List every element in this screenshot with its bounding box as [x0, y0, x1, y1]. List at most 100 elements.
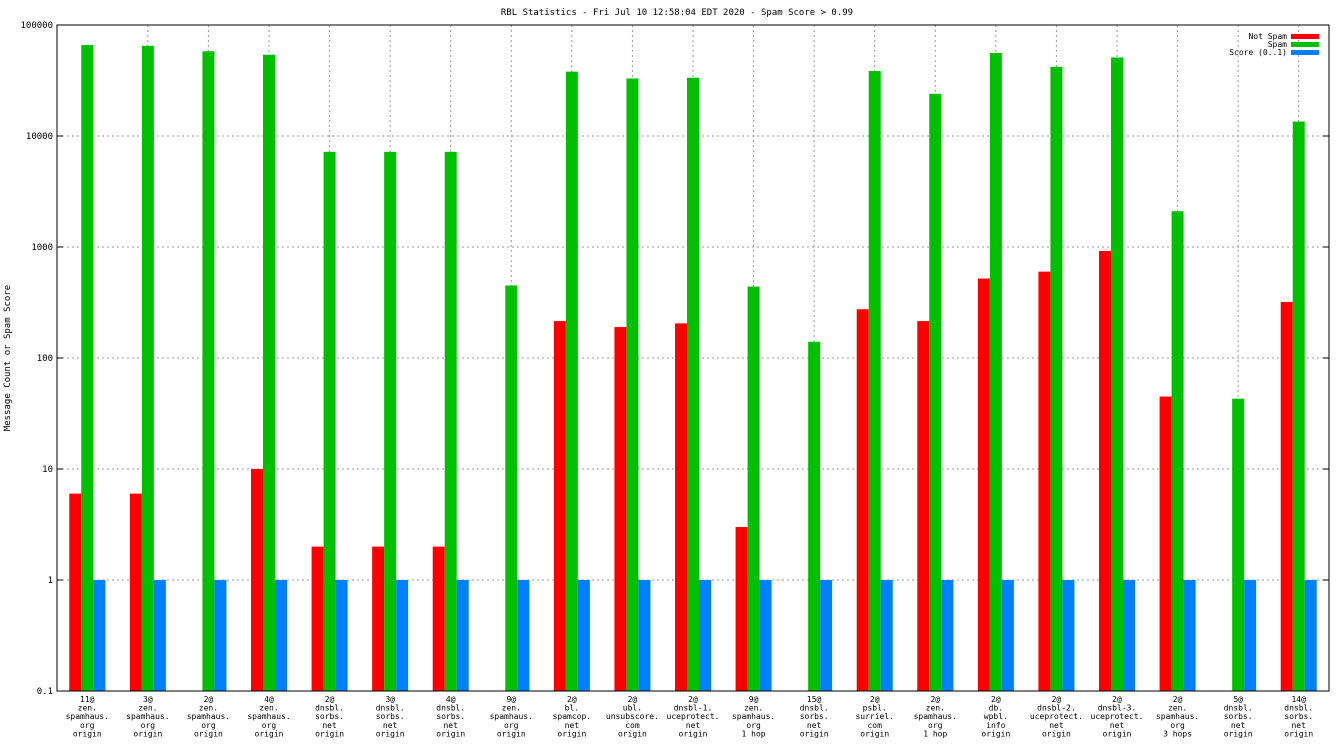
bar-spam [263, 54, 275, 692]
bar-not-spam [1280, 301, 1293, 691]
bar-not-spam [856, 309, 869, 691]
y-tick-label: 10 [42, 465, 53, 475]
bar-score-0-1 [880, 580, 893, 691]
x-tick-label: 11@ zen. spamhaus. org origin [66, 695, 109, 738]
x-tick-label: 2@ bl. spamcop. net origin [553, 695, 592, 738]
bar-score-0-1 [699, 580, 711, 691]
y-tick-label: 100 [37, 354, 53, 364]
bar-score-0-1 [396, 580, 409, 691]
x-tick-label: 2@ psbl. surriel. com origin [855, 695, 894, 738]
legend-label: Spam [1268, 40, 1287, 49]
x-tick-label: 2@ dnsbl. sorbs. net origin [315, 695, 344, 738]
bar-score-0-1 [456, 580, 469, 691]
bar-spam [565, 71, 578, 691]
x-tick-label: 2@ zen. spamhaus. org origin [187, 695, 230, 738]
bar-not-spam [553, 321, 566, 691]
bar-score-0-1 [93, 580, 106, 691]
x-tick-label: 2@ ubl. unsubscore. com origin [606, 695, 659, 738]
bar-spam [323, 151, 336, 692]
bar-spam [1171, 211, 1184, 692]
bar-not-spam [372, 546, 385, 691]
bar-spam [1050, 66, 1063, 691]
y-tick-label: 100000 [20, 21, 53, 31]
bar-not-spam [1038, 271, 1051, 691]
bar-spam [444, 151, 457, 692]
bar-score-0-1 [1001, 580, 1014, 691]
bar-spam [868, 71, 881, 692]
bar-not-spam [311, 546, 324, 691]
bar-not-spam [614, 327, 627, 691]
legend-swatch [1291, 34, 1319, 39]
x-tick-label: 2@ dnsbl-3. uceprotect. net origin [1091, 695, 1144, 738]
x-tick-label: 5@ dnsbl. sorbs. net origin [1224, 695, 1253, 738]
x-tick-label: 14@ dnsbl. sorbs. net origin [1284, 695, 1313, 738]
bar-spam [808, 341, 821, 691]
bars [69, 45, 1317, 692]
bar-spam [929, 93, 942, 691]
x-axis-labels: 11@ zen. spamhaus. org origin 3@ zen. spamhaus.… [66, 695, 1314, 738]
bar-score-0-1 [275, 580, 287, 691]
bar-not-spam [977, 278, 990, 691]
bar-spam [989, 52, 1002, 692]
y-tick-label: 0.1 [37, 687, 53, 697]
bar-score-0-1 [638, 580, 651, 691]
bar-score-0-1 [941, 580, 954, 691]
x-tick-label: 2@ dnsbl-1. uceprotect. net origin [667, 695, 720, 738]
y-tick-label: 1000 [31, 243, 53, 253]
bar-not-spam [675, 323, 687, 691]
x-tick-label: 4@ zen. spamhaus. org origin [247, 695, 290, 738]
legend-label: Score (0..1) [1229, 48, 1287, 57]
legend-swatch [1291, 42, 1319, 47]
bar-score-0-1 [517, 580, 530, 691]
x-tick-label: 9@ zen. spamhaus. org origin [490, 695, 533, 738]
bar-score-0-1 [759, 580, 772, 691]
bar-spam [747, 286, 760, 691]
bar-spam [505, 285, 518, 691]
bar-score-0-1 [1123, 580, 1135, 691]
bar-not-spam [1159, 396, 1172, 691]
bar-not-spam [917, 321, 930, 691]
bar-not-spam [69, 493, 82, 691]
bar-spam [202, 51, 215, 691]
bar-spam [141, 45, 154, 692]
bar-score-0-1 [1062, 580, 1075, 691]
plot-border [56, 24, 1330, 692]
bar-spam [626, 78, 639, 692]
y-axis-label: Message Count or Spam Score [3, 285, 13, 431]
bar-score-0-1 [1244, 580, 1257, 691]
legend-swatch [1291, 50, 1319, 55]
bar-spam [81, 45, 94, 691]
bar-score-0-1 [820, 580, 833, 691]
bar-spam [1111, 57, 1123, 691]
bar-score-0-1 [214, 580, 227, 691]
x-tick-label: 3@ dnsbl. sorbs. net origin [376, 695, 405, 738]
bar-score-0-1 [335, 580, 348, 691]
bar-not-spam [251, 469, 263, 691]
x-tick-label: 3@ zen. spamhaus. org origin [126, 695, 169, 738]
x-tick-label: 15@ dnsbl. sorbs. net origin [800, 695, 829, 738]
bar-spam [1292, 121, 1305, 691]
chart-title: RBL Statistics - Fri Jul 10 12:58:04 EDT… [501, 8, 853, 18]
bar-score-0-1 [1304, 580, 1317, 691]
x-tick-label: 2@ zen. spamhaus. org 3 hops [1156, 695, 1199, 738]
bar-not-spam [1099, 251, 1111, 692]
bar-spam [384, 151, 397, 692]
bar-score-0-1 [1183, 580, 1196, 691]
x-tick-label: 2@ zen. spamhaus. org 1 hop [914, 695, 957, 738]
bar-score-0-1 [577, 580, 590, 691]
bar-not-spam [129, 493, 142, 691]
x-tick-label: 2@ dnsbl-2. uceprotect. net origin [1030, 695, 1083, 738]
legend-label: Not Spam [1248, 32, 1287, 41]
x-tick-label: 9@ zen. spamhaus. org 1 hop [732, 695, 775, 738]
bar-not-spam [432, 546, 445, 691]
y-tick-label: 1 [48, 576, 53, 586]
x-tick-label: 2@ db. wpbl. info origin [981, 695, 1010, 738]
bar-score-0-1 [153, 580, 166, 691]
bar-spam [687, 77, 699, 691]
y-tick-label: 10000 [26, 132, 53, 142]
bar-not-spam [735, 527, 748, 691]
bar-spam [1232, 398, 1245, 691]
x-tick-label: 4@ dnsbl. sorbs. net origin [436, 695, 465, 738]
